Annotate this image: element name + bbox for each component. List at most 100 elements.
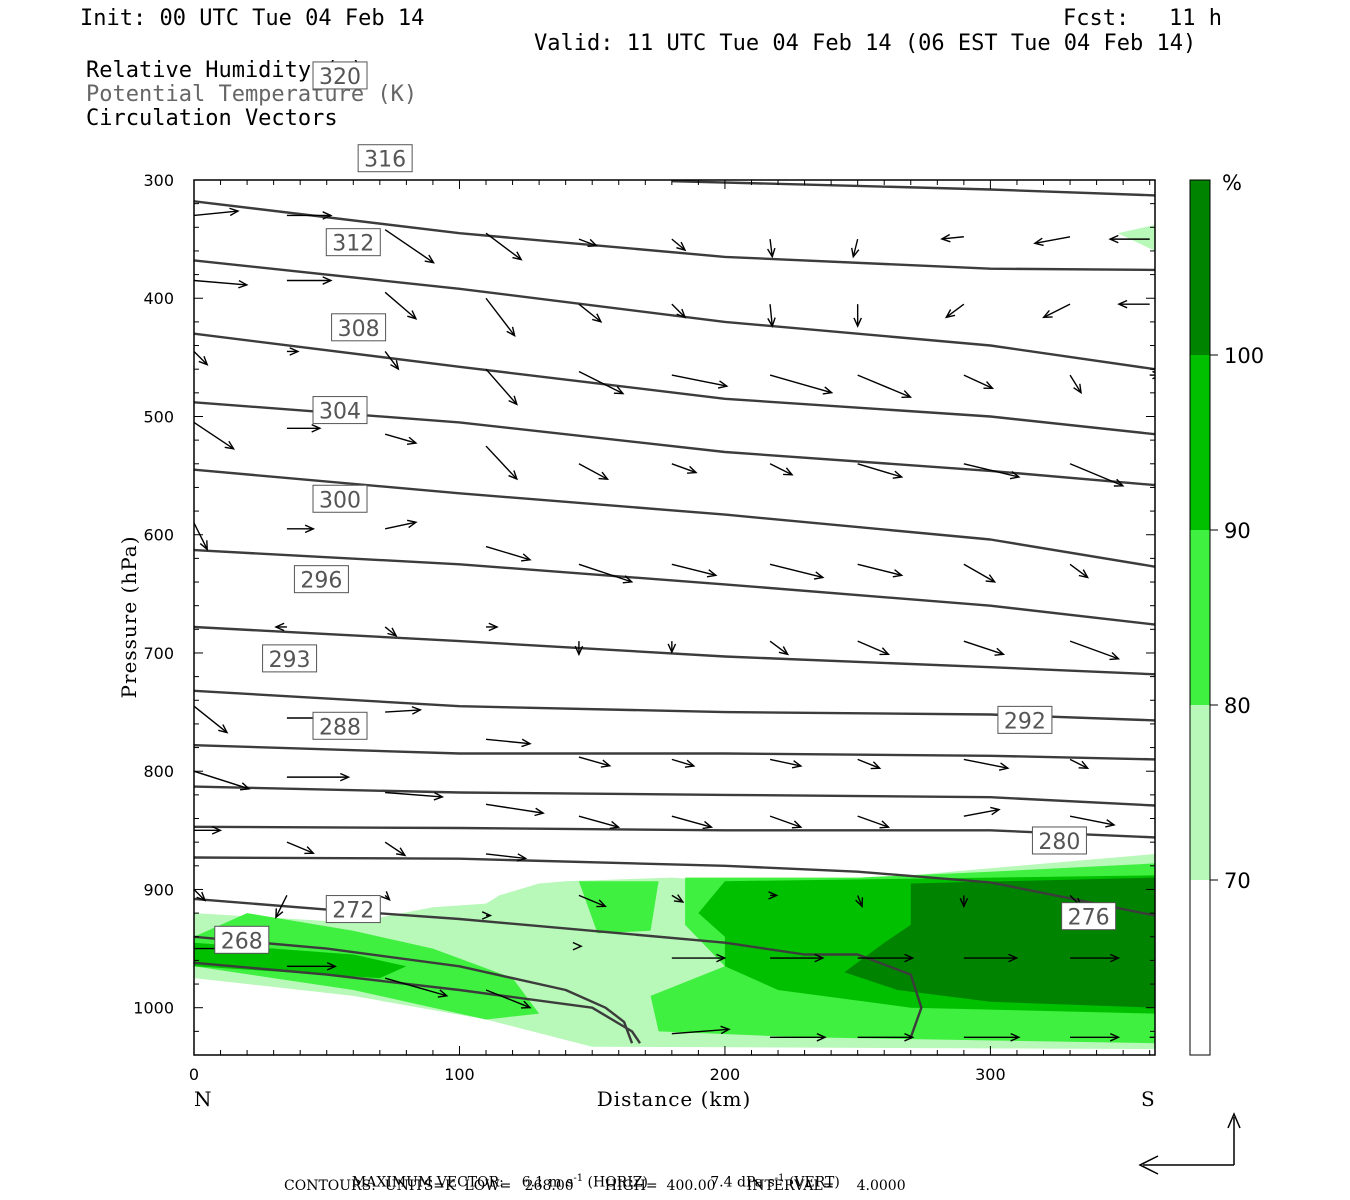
theta-label-layer: 268 272 276 280 288 292 293 296 300 304 308 312 316 3… (214, 61, 1117, 954)
max-vector-vert-value: 7.4 dPa s (710, 1174, 775, 1191)
circulation-vector (963, 640, 1006, 656)
circulation-vector (963, 563, 997, 583)
circulation-vector (572, 941, 583, 951)
theta-label-276: 276 (1061, 902, 1117, 931)
theta-contour-320 (194, 200, 1155, 272)
max-vector-vert-exp: -1 (774, 1173, 785, 1184)
field-vectors-label: Circulation Vectors (86, 106, 338, 131)
circulation-vector (857, 563, 904, 578)
circulation-vector (194, 350, 209, 366)
circulation-vector (1149, 370, 1155, 380)
circulation-vector (384, 229, 435, 264)
circulation-vector (963, 374, 995, 390)
theta-label-268: 268 (214, 925, 270, 954)
circulation-vector (671, 374, 729, 389)
theta-contour-308 (194, 401, 1155, 487)
colorbar-label: 100 (1224, 344, 1264, 368)
theta-label-300: 300 (312, 484, 368, 513)
circulation-vector (857, 1032, 915, 1042)
circulation-vector (578, 463, 610, 480)
theta-contour-292 (194, 744, 1155, 761)
axis-ticks: 300 400 500 600 700 800 900 1000 0 100 200 300 (133, 171, 1155, 1084)
circulation-vector (1070, 953, 1121, 963)
theta-label-320: 320 (312, 61, 368, 90)
plot-frame (193, 179, 1156, 1056)
circulation-vector (194, 770, 251, 791)
circulation-vector (384, 291, 418, 320)
rh-region-70-1 (1117, 224, 1155, 251)
circulation-vector (940, 233, 964, 243)
circulation-vector (578, 238, 599, 247)
colorbar-label: 90 (1224, 519, 1251, 543)
y-tick-label: 500 (143, 407, 174, 426)
theta-contour-284 (194, 825, 1155, 839)
svg-text:320: 320 (319, 65, 361, 90)
circulation-vector (485, 445, 518, 481)
circulation-vector (857, 758, 882, 770)
colorbar-unit: % (1222, 171, 1242, 195)
circulation-vector (857, 815, 891, 829)
circulation-vector (380, 891, 391, 901)
circulation-vector (485, 232, 523, 261)
circulation-vector (194, 888, 207, 902)
circulation-vector (1117, 299, 1150, 309)
circulation-vector (578, 756, 612, 768)
max-vector-horiz-exp: -1 (573, 1173, 584, 1184)
svg-text:304: 304 (319, 400, 361, 425)
circulation-vector (384, 351, 400, 371)
circulation-vector (1070, 1032, 1121, 1042)
svg-text:296: 296 (300, 569, 342, 594)
max-vector-horiz-value: 6.1 m s (521, 1174, 574, 1191)
circulation-vector (274, 622, 287, 632)
circulation-vector (944, 303, 965, 319)
circulation-vector (385, 791, 445, 801)
theta-label-312: 312 (325, 228, 381, 257)
circulation-vector (667, 641, 677, 654)
circulation-vector (384, 519, 418, 530)
forecast-hour: Fcst: 11 h (1063, 6, 1222, 31)
circulation-vector-layer (194, 207, 1155, 1042)
circulation-vector (671, 303, 687, 319)
circulation-vector (770, 953, 825, 963)
max-vector-line: MAXIMUM VECTOR: 6.1 m s-1 (HORIZ) 7.4 dP… (343, 1160, 840, 1190)
circulation-vector (963, 463, 1021, 480)
theta-contour-296 (194, 625, 1155, 676)
colorbar-label: 70 (1224, 869, 1251, 893)
circulation-vector (671, 894, 685, 903)
colorbar-segment (1190, 530, 1210, 705)
circulation-vector (959, 895, 969, 909)
circulation-vector (485, 368, 518, 406)
vector-scale-icon (1138, 1112, 1241, 1175)
theta-label-304: 304 (312, 396, 368, 425)
circulation-vector (1069, 815, 1116, 828)
theta-contour-280 (194, 856, 1155, 917)
circulation-vector (485, 297, 516, 338)
circulation-vector (194, 705, 229, 734)
circulation-vector (769, 563, 825, 580)
colorbar-segment (1190, 180, 1210, 355)
circulation-vector (384, 841, 407, 857)
circulation-vector (194, 421, 236, 450)
circulation-vector (855, 895, 864, 908)
rh-colorbar: % 100 90 80 70 (1189, 171, 1264, 1056)
circulation-vector (767, 304, 776, 328)
x-tick-label: 300 (975, 1065, 1006, 1084)
rh-region-80-3 (578, 881, 659, 934)
svg-text:316: 316 (364, 148, 406, 173)
circulation-vector (769, 640, 790, 656)
theta-contour-316 (194, 259, 1155, 371)
theta-contour-324 (671, 180, 1155, 197)
circulation-vector (286, 347, 300, 356)
colorbar-frame (1189, 179, 1211, 1056)
valid-time: Valid: 11 UTC Tue 04 Feb 14 (06 EST Tue … (534, 31, 1197, 56)
theta-contour-276 (194, 897, 923, 1038)
circulation-vector (286, 276, 333, 285)
svg-text:276: 276 (1068, 906, 1110, 931)
circulation-vector (286, 772, 351, 782)
circulation-vector (1033, 236, 1071, 247)
y-tick-label: 1000 (133, 999, 174, 1018)
circulation-vector (1069, 640, 1121, 661)
y-tick-label: 600 (143, 526, 174, 545)
circulation-vector (671, 953, 727, 963)
